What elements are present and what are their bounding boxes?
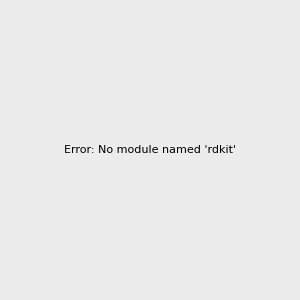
Text: Error: No module named 'rdkit': Error: No module named 'rdkit' [64,145,236,155]
